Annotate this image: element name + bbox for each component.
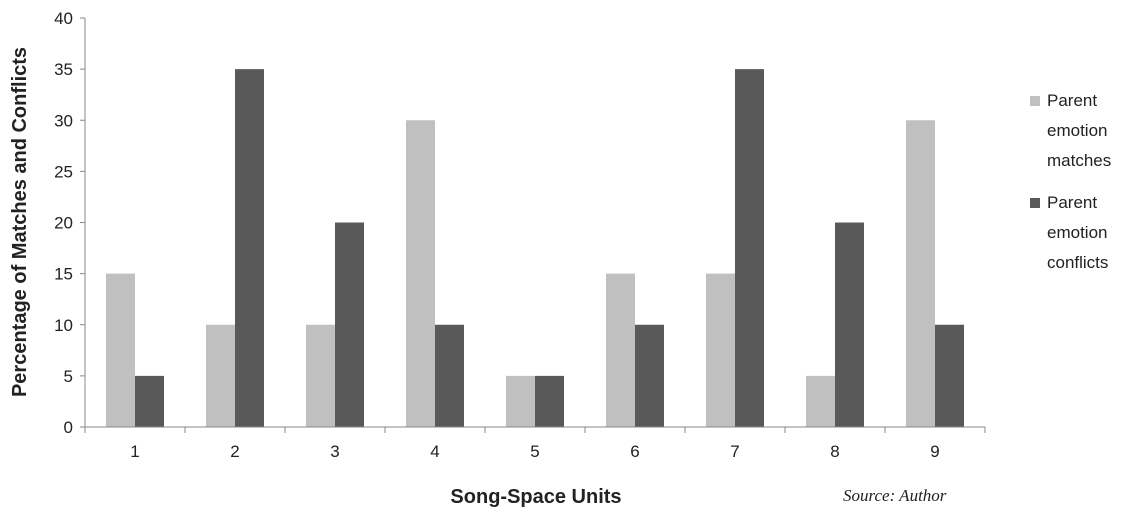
legend-label: conflicts bbox=[1047, 253, 1108, 272]
bar-conflicts bbox=[435, 324, 464, 427]
legend-label: emotion bbox=[1047, 223, 1107, 242]
source-note: Source: Author bbox=[843, 486, 947, 505]
bar-matches bbox=[406, 120, 435, 427]
bar-conflicts bbox=[935, 324, 964, 427]
x-tick-label: 1 bbox=[130, 442, 139, 461]
bar-conflicts bbox=[735, 69, 764, 427]
y-tick-label: 5 bbox=[64, 367, 73, 386]
x-tick-label: 5 bbox=[530, 442, 539, 461]
legend-label: Parent bbox=[1047, 91, 1097, 110]
x-tick-label: 6 bbox=[630, 442, 639, 461]
legend-label: Parent bbox=[1047, 193, 1097, 212]
bar-conflicts bbox=[635, 324, 664, 427]
y-axis-ticks: 0 5 10 15 20 25 30 35 40 bbox=[54, 9, 85, 437]
x-axis-ticks: 1 2 3 4 5 6 7 8 9 bbox=[84, 427, 986, 461]
bar-matches bbox=[806, 375, 835, 427]
y-tick-label: 30 bbox=[54, 111, 73, 130]
legend-label: emotion bbox=[1047, 121, 1107, 140]
y-tick-label: 10 bbox=[54, 316, 73, 335]
bar-matches bbox=[706, 273, 735, 427]
y-tick-label: 35 bbox=[54, 60, 73, 79]
bar-conflicts bbox=[835, 222, 864, 427]
legend-swatch bbox=[1030, 96, 1040, 106]
bar-matches bbox=[206, 324, 235, 427]
y-axis-title: Percentage of Matches and Conflicts bbox=[9, 47, 31, 397]
bar-conflicts bbox=[235, 69, 264, 427]
y-tick-label: 40 bbox=[54, 9, 73, 28]
y-tick-label: 15 bbox=[54, 265, 73, 284]
y-tick-label: 20 bbox=[54, 214, 73, 233]
x-tick-label: 7 bbox=[730, 442, 739, 461]
legend-swatch bbox=[1030, 198, 1040, 208]
x-tick-label: 3 bbox=[330, 442, 339, 461]
bar-matches bbox=[606, 273, 635, 427]
x-tick-label: 8 bbox=[830, 442, 839, 461]
bar-matches bbox=[506, 375, 535, 427]
bar-matches bbox=[106, 273, 135, 427]
bars bbox=[106, 69, 964, 427]
bar-conflicts bbox=[535, 375, 564, 427]
legend: Parent emotion matches Parent emotion conflic… bbox=[1030, 91, 1111, 272]
bar-conflicts bbox=[135, 375, 164, 427]
y-tick-label: 0 bbox=[64, 418, 73, 437]
x-tick-label: 4 bbox=[430, 442, 439, 461]
legend-label: matches bbox=[1047, 151, 1111, 170]
bar-matches bbox=[306, 324, 335, 427]
bar-conflicts bbox=[335, 222, 364, 427]
bar-matches bbox=[906, 120, 935, 427]
x-tick-label: 2 bbox=[230, 442, 239, 461]
y-tick-label: 25 bbox=[54, 162, 73, 181]
x-axis-title: Song-Space Units bbox=[450, 486, 621, 508]
x-tick-label: 9 bbox=[930, 442, 939, 461]
